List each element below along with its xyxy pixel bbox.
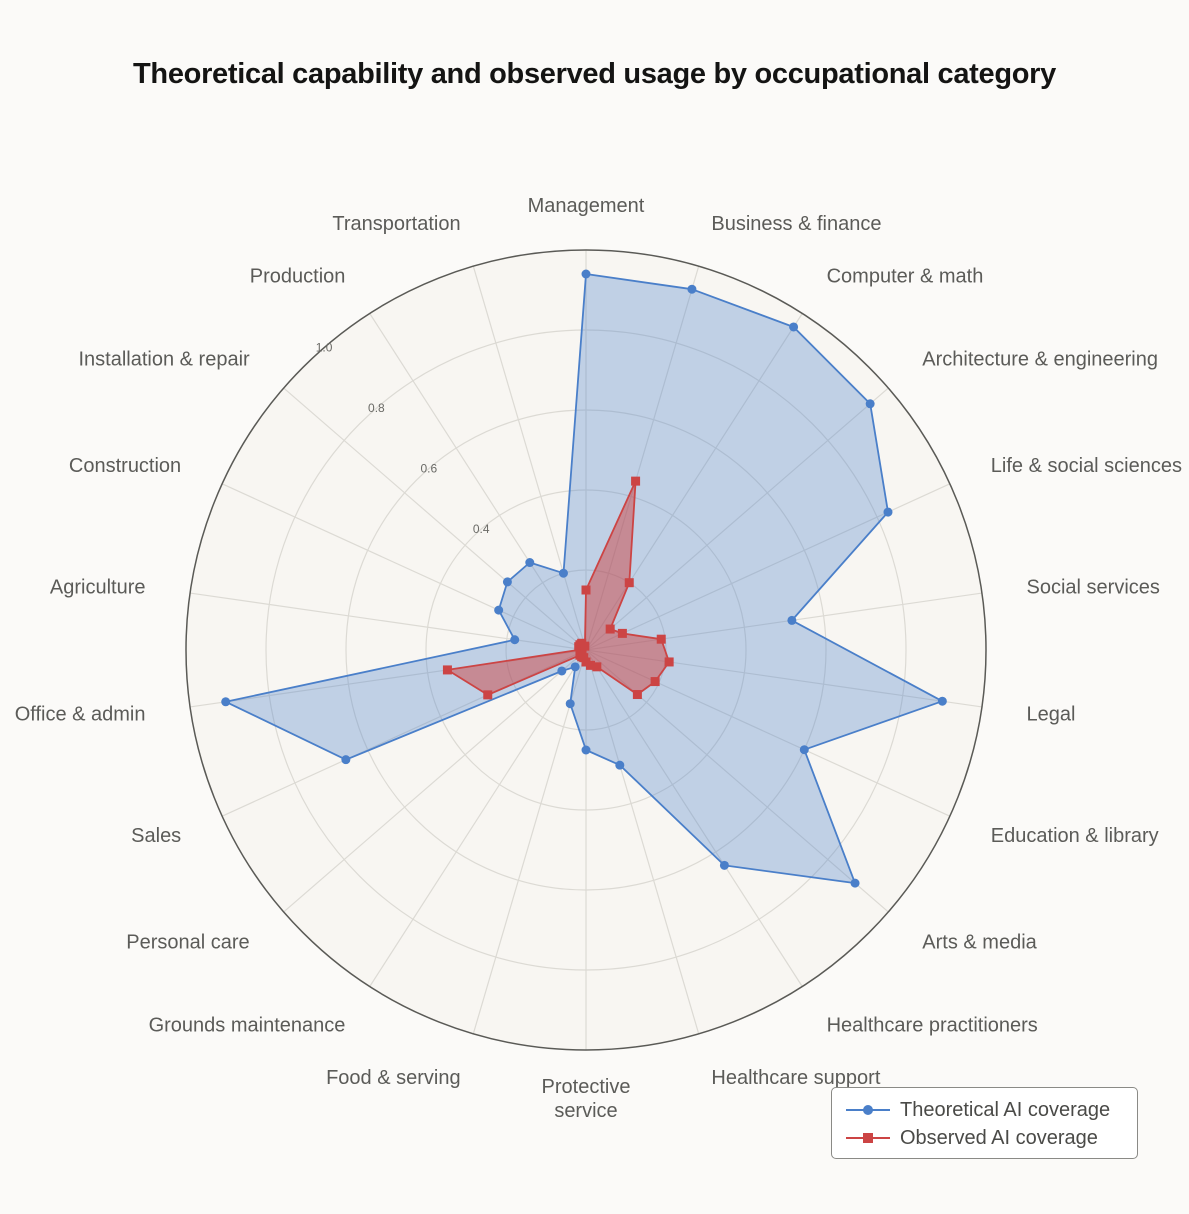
category-label: Sales [131, 825, 181, 847]
data-point [787, 615, 797, 625]
category-label: Food & serving [326, 1067, 461, 1089]
radar-outer-ring [185, 249, 987, 1051]
grid-spoke [221, 483, 587, 651]
data-point [581, 745, 591, 755]
data-point [631, 476, 641, 486]
radial-tick-label: 0.4 [473, 522, 490, 536]
data-point [442, 665, 452, 675]
category-labels: Management Business & finance Computer & m… [15, 195, 1182, 1122]
category-label: Healthcare practitioners [827, 1014, 1038, 1036]
legend: Theoretical AI coverage Observed AI cove… [831, 1087, 1138, 1159]
series-observed [442, 476, 674, 700]
series-theoretical [221, 269, 947, 888]
grid-spoke [283, 387, 587, 651]
category-label: Social services [1027, 577, 1160, 599]
category-label: Legal [1027, 703, 1076, 725]
radial-tick-label: 0.8 [368, 401, 385, 415]
grid-spoke [369, 649, 587, 987]
radial-tick-labels: 0.4 0.6 0.8 1.0 [316, 341, 490, 536]
category-label: Installation & repair [78, 349, 250, 371]
grid-spoke [283, 649, 587, 913]
category-label: Architecture & engineering [922, 349, 1158, 371]
data-point [580, 641, 590, 651]
category-label: Computer & math [827, 266, 984, 288]
data-point [632, 690, 642, 700]
data-point [570, 662, 580, 672]
grid-spoke [189, 592, 587, 651]
data-point [617, 628, 627, 638]
legend-item-theoretical: Theoretical AI coverage [846, 1097, 1110, 1123]
data-point [581, 585, 591, 595]
data-point [799, 745, 809, 755]
category-label: Agriculture [50, 577, 146, 599]
data-point [789, 322, 799, 332]
grid-spoke [585, 649, 700, 1034]
data-point [525, 558, 535, 568]
data-point [687, 284, 697, 294]
category-label: Life & social sciences [991, 455, 1182, 477]
data-point [624, 578, 634, 588]
data-point [494, 605, 504, 615]
series-layer [221, 269, 947, 888]
category-label: Production [250, 266, 346, 288]
data-point [605, 624, 615, 634]
data-point [656, 634, 666, 644]
category-label: Healthcare support [711, 1067, 880, 1089]
category-label: Transportation [332, 213, 460, 235]
category-label: Grounds maintenance [149, 1014, 346, 1036]
data-point [592, 662, 602, 672]
data-point [565, 699, 575, 709]
category-label: Management [528, 195, 645, 217]
category-label: Protective service [542, 1076, 631, 1122]
category-label: Education & library [991, 825, 1159, 847]
data-point [719, 860, 729, 870]
data-point [510, 635, 520, 645]
angular-grid [189, 250, 983, 1050]
grid-spoke [585, 649, 803, 987]
legend-label-theoretical: Theoretical AI coverage [900, 1098, 1111, 1121]
data-point [850, 878, 860, 888]
legend-line-square-icon [846, 1133, 890, 1143]
data-point [865, 399, 875, 409]
data-point [502, 577, 512, 587]
data-point [341, 755, 351, 765]
radial-tick-label: 0.6 [420, 462, 437, 476]
data-point [586, 660, 596, 670]
category-label: Office & admin [15, 703, 146, 725]
grid-spoke [585, 387, 889, 651]
data-point [557, 666, 567, 676]
category-label: Arts & media [922, 931, 1037, 953]
legend-label-observed: Observed AI coverage [900, 1126, 1098, 1149]
data-point [664, 657, 674, 667]
category-label: Construction [69, 455, 181, 477]
chart-title: Theoretical capability and observed usag… [133, 58, 1056, 90]
category-label: Personal care [126, 931, 249, 953]
legend-item-observed: Observed AI coverage [846, 1125, 1098, 1151]
legend-line-circle-icon [846, 1105, 890, 1115]
grid-spoke [472, 649, 587, 1034]
data-point [483, 690, 493, 700]
data-point [558, 568, 568, 578]
data-point [883, 507, 893, 517]
data-point [221, 697, 231, 707]
radial-tick-label: 1.0 [316, 341, 333, 355]
category-label: Business & finance [711, 213, 881, 235]
grid-spoke [472, 266, 587, 651]
data-point [575, 650, 585, 660]
grid-spoke [369, 313, 587, 651]
data-point [615, 760, 625, 770]
data-point [937, 696, 947, 706]
data-point [581, 269, 591, 279]
data-point [650, 677, 660, 687]
